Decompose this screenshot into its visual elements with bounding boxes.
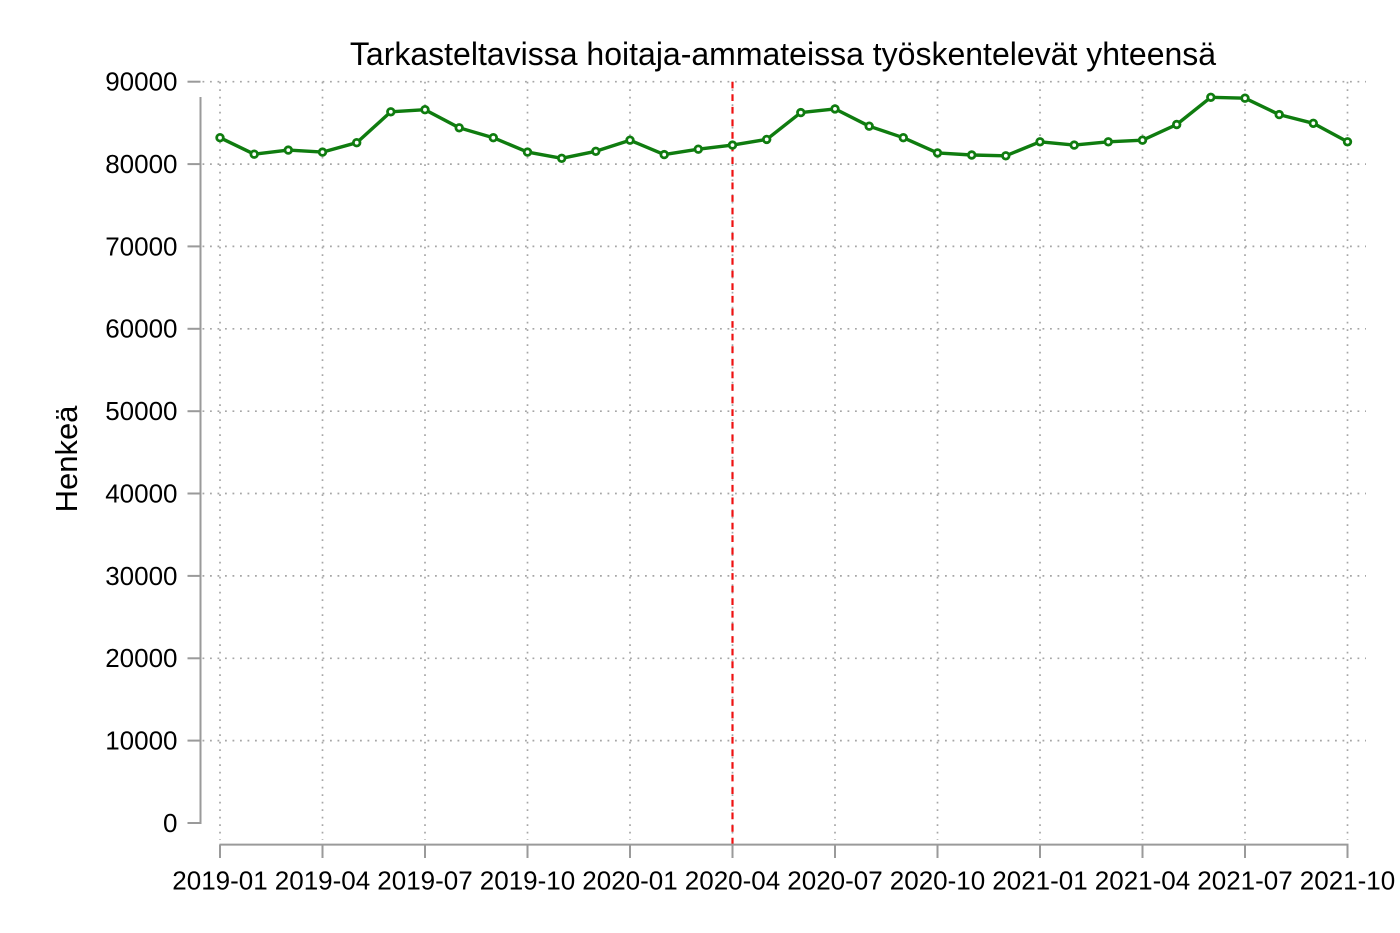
svg-text:2019-04: 2019-04 [275, 865, 370, 895]
svg-text:2020-01: 2020-01 [582, 865, 677, 895]
svg-text:30000: 30000 [105, 561, 177, 591]
svg-text:2021-01: 2021-01 [992, 865, 1087, 895]
svg-text:0: 0 [163, 808, 177, 838]
svg-text:2021-04: 2021-04 [1095, 865, 1190, 895]
svg-text:50000: 50000 [105, 396, 177, 426]
svg-text:2020-10: 2020-10 [890, 865, 985, 895]
svg-text:2020-07: 2020-07 [787, 865, 882, 895]
svg-text:90000: 90000 [105, 67, 177, 97]
svg-text:2021-10: 2021-10 [1300, 865, 1395, 895]
svg-text:Tarkasteltavissa hoitaja-ammat: Tarkasteltavissa hoitaja-ammateissa työs… [350, 36, 1216, 72]
svg-text:2019-10: 2019-10 [480, 865, 575, 895]
svg-text:Henkeä: Henkeä [49, 405, 84, 513]
svg-text:20000: 20000 [105, 643, 177, 673]
svg-text:2020-04: 2020-04 [685, 865, 780, 895]
svg-text:2019-07: 2019-07 [377, 865, 472, 895]
svg-text:60000: 60000 [105, 314, 177, 344]
svg-text:10000: 10000 [105, 726, 177, 756]
svg-text:2021-07: 2021-07 [1197, 865, 1292, 895]
svg-text:2019-01: 2019-01 [172, 865, 267, 895]
svg-text:40000: 40000 [105, 478, 177, 508]
svg-text:80000: 80000 [105, 149, 177, 179]
svg-text:70000: 70000 [105, 231, 177, 261]
